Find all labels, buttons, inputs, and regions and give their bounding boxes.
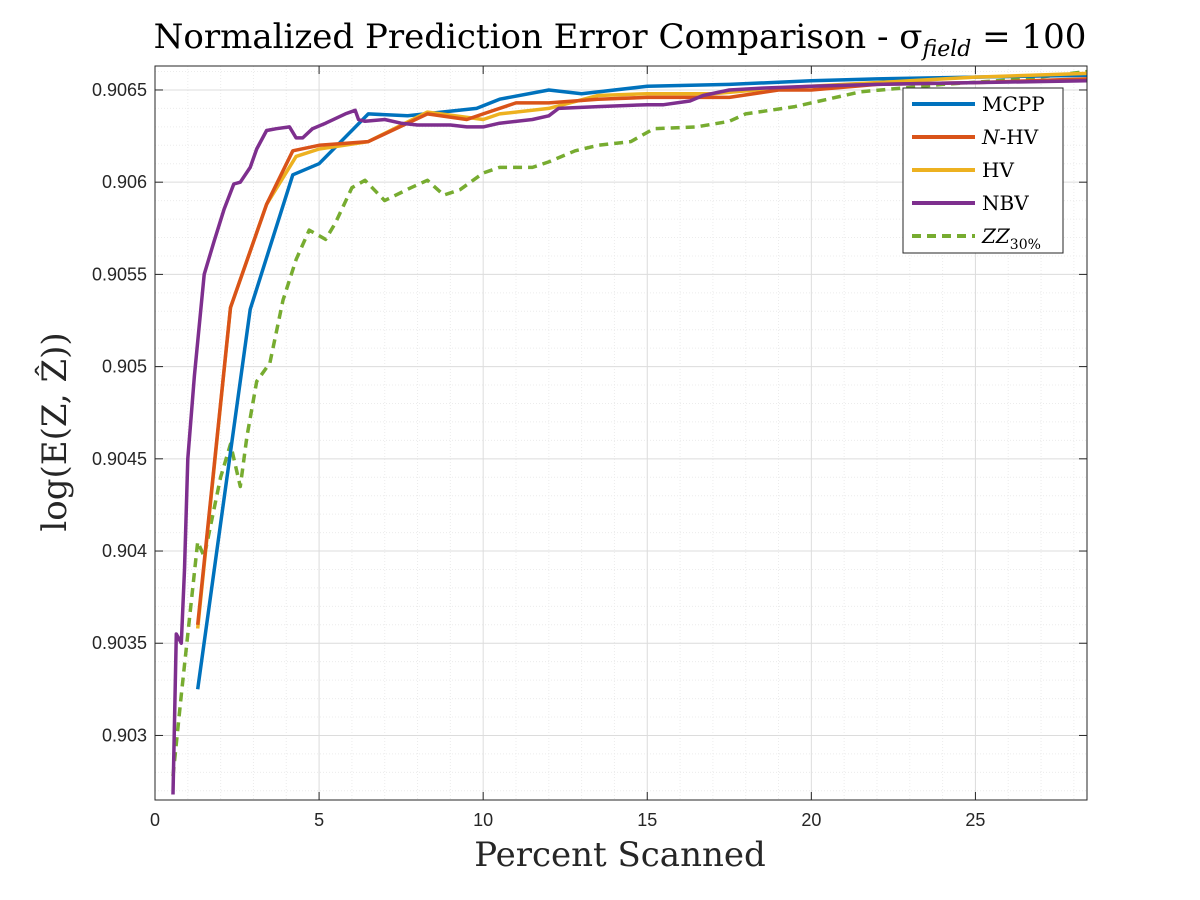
axis-ticks: 0 5 10 15 20 25 0.903 0.9035 0.904 0.9045 0.905 0.9… bbox=[92, 66, 1087, 830]
x-tick-label: 15 bbox=[637, 810, 657, 830]
grid bbox=[154, 66, 1087, 800]
legend-label: HV bbox=[982, 158, 1014, 182]
legend-label-italic: N bbox=[981, 125, 1001, 149]
series-line-zz30- bbox=[171, 69, 1087, 777]
y-tick-label: 0.904 bbox=[102, 541, 147, 561]
legend: MCPP N-HV HV NBV ZZ30% bbox=[902, 87, 1064, 254]
chart-title-subscript: field bbox=[921, 37, 972, 62]
legend-label-text: MCPP bbox=[982, 92, 1045, 116]
legend-label-text: HV bbox=[982, 158, 1014, 182]
y-tick-label: 0.9045 bbox=[92, 449, 147, 469]
series-line-mcpp bbox=[195, 73, 1087, 690]
legend-label-text: NBV bbox=[982, 191, 1029, 215]
x-axis-title: Percent Scanned bbox=[474, 835, 766, 875]
y-tick-label: 0.9065 bbox=[92, 80, 147, 100]
legend-label: N-HV bbox=[981, 125, 1039, 149]
legend-label: ZZ30% bbox=[981, 224, 1041, 253]
legend-label-italic: ZZ bbox=[981, 224, 1011, 248]
legend-label: NBV bbox=[982, 191, 1029, 215]
y-tick-label: 0.903 bbox=[102, 725, 147, 745]
chart-title-suffix: = 100 bbox=[971, 17, 1086, 57]
legend-label-text: -HV bbox=[1000, 125, 1039, 149]
legend-label-subscript: 30% bbox=[1010, 237, 1041, 253]
y-axis-title: log(E(Z, Ẑ)) bbox=[34, 332, 75, 531]
x-tick-label: 20 bbox=[801, 810, 821, 830]
x-tick-label: 5 bbox=[314, 810, 324, 830]
y-tick-label: 0.905 bbox=[102, 357, 147, 377]
y-tick-label: 0.9055 bbox=[92, 264, 147, 284]
x-tick-label: 25 bbox=[965, 810, 985, 830]
y-tick-label: 0.9035 bbox=[92, 633, 147, 653]
x-tick-label: 10 bbox=[473, 810, 493, 830]
x-tick-label: 0 bbox=[150, 810, 160, 830]
series-line-n-hv bbox=[195, 77, 1087, 625]
chart-title: Normalized Prediction Error Comparison -… bbox=[154, 17, 1087, 62]
plot-frame bbox=[154, 65, 1088, 801]
series-layer bbox=[171, 69, 1087, 795]
y-tick-label: 0.906 bbox=[102, 172, 147, 192]
chart-title-main: Normalized Prediction Error Comparison -… bbox=[154, 17, 923, 57]
legend-label: MCPP bbox=[982, 92, 1045, 116]
series-line-nbv bbox=[171, 79, 1087, 795]
legend-items: MCPP N-HV HV NBV ZZ30% bbox=[912, 92, 1045, 253]
